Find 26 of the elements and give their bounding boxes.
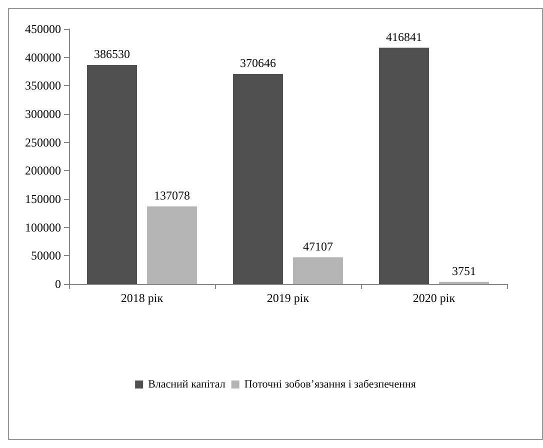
bar (233, 74, 283, 284)
data-label: 3751 (452, 264, 476, 278)
y-tick-label: 0 (55, 277, 61, 291)
data-label: 137078 (154, 188, 190, 202)
x-tick-label: 2019 рік (266, 291, 310, 305)
y-tick-label: 250000 (25, 135, 61, 150)
bar (379, 48, 429, 284)
data-label: 386530 (94, 46, 130, 61)
bar (87, 64, 137, 284)
x-tick-label: 2018 рік (120, 291, 164, 305)
data-label: 416841 (386, 30, 422, 44)
legend-label: Поточні зобов’язання і забезпечення (244, 378, 416, 390)
y-tick-label: 200000 (25, 164, 61, 178)
y-tick-label: 300000 (25, 107, 61, 121)
y-tick-label: 350000 (25, 78, 61, 93)
bar (147, 206, 197, 284)
y-tick-label: 450000 (25, 22, 61, 36)
bar (293, 257, 343, 284)
x-tick-label: 2020 рік (412, 291, 456, 305)
y-tick-label: 150000 (25, 192, 61, 206)
y-tick-label: 50000 (31, 248, 61, 263)
legend-label: Власний капітал (148, 378, 226, 390)
y-tick-label: 100000 (25, 220, 61, 234)
y-tick-label: 400000 (25, 50, 61, 64)
data-label: 47107 (303, 239, 333, 254)
data-label: 370646 (240, 56, 276, 70)
